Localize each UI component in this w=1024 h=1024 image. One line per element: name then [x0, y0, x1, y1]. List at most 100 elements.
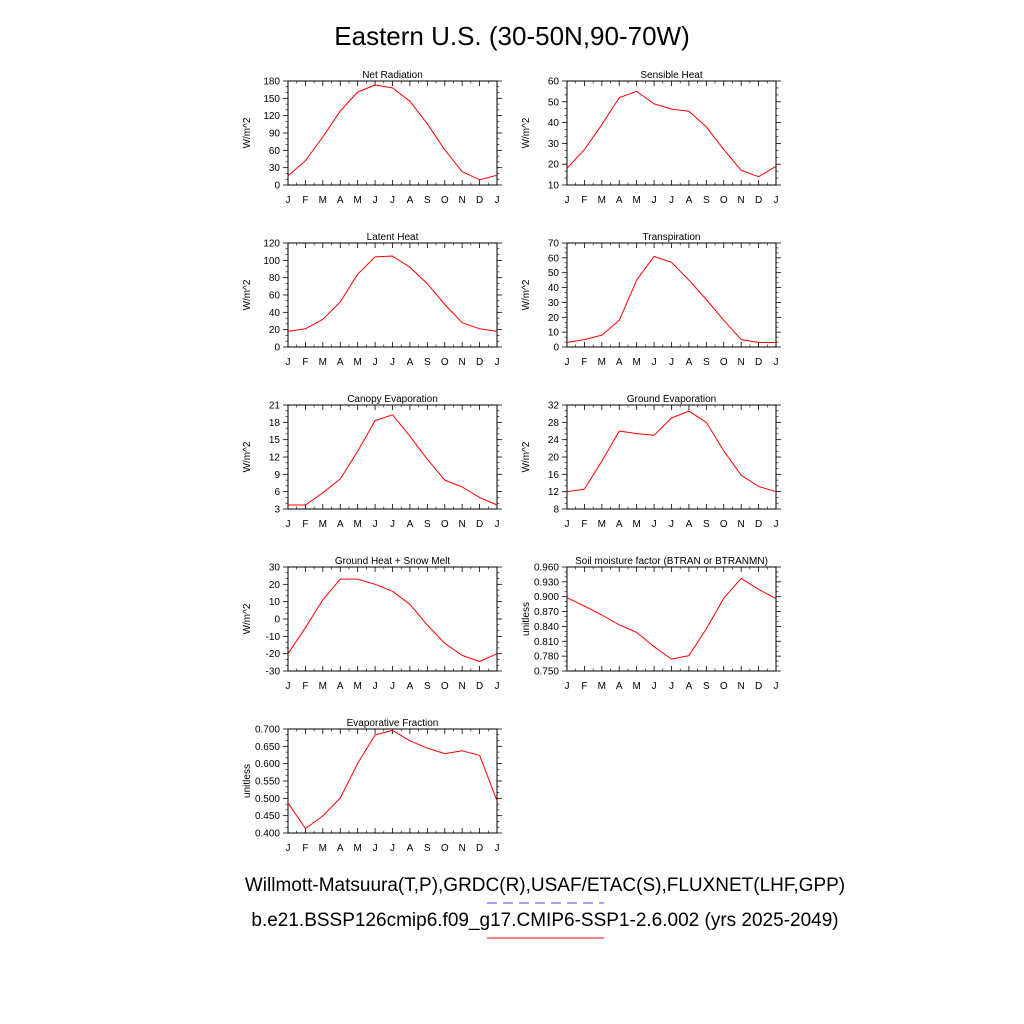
sensible-heat-xlabel-5: J [652, 195, 657, 206]
transpiration-xlabel-6: J [669, 357, 674, 368]
soil-moisture-factor-btran-or-btranmn-xlabel-4: M [632, 681, 640, 692]
transpiration-ylabel-4: 40 [548, 283, 560, 294]
canopy-evaporation-ylabel-3: 12 [269, 453, 281, 464]
canopy-evaporation-ylabel-1: 6 [274, 487, 280, 498]
ground-evaporation-ylabel-4: 24 [548, 435, 560, 446]
soil-moisture-factor-btran-or-btranmn-ylabel-1: 0.780 [534, 652, 559, 663]
latent-heat-xlabel-3: A [337, 357, 344, 368]
soil-moisture-factor-btran-or-btranmn-axis-ylabel: unitless [521, 602, 532, 636]
net-radiation-ylabel-6: 180 [263, 77, 280, 88]
ground-heat-snow-melt-ylabel-2: -10 [266, 632, 281, 643]
ground-evaporation-xlabel-3: A [616, 519, 623, 530]
evaporative-fraction-xlabel-5: J [373, 843, 378, 854]
latent-heat-ylabel-5: 100 [263, 256, 280, 267]
evaporative-fraction-ylabel-5: 0.650 [255, 742, 280, 753]
ground-heat-snow-melt-xlabel-3: A [337, 681, 344, 692]
footer-line-1: Willmott-Matsuura(T,P),GRDC(R),USAF/ETAC… [245, 875, 845, 896]
transpiration-xlabel-3: A [616, 357, 623, 368]
ground-evaporation-ylabel-0: 8 [553, 505, 559, 516]
soil-moisture-factor-btran-or-btranmn-xlabel-9: O [720, 681, 728, 692]
evaporative-fraction-series-line [287, 729, 498, 829]
canopy-evaporation-xlabel-8: S [424, 519, 431, 530]
canopy-evaporation-axis-ylabel: W/m^2 [242, 441, 253, 472]
latent-heat-xlabel-11: D [476, 357, 483, 368]
sensible-heat-xlabel-3: A [616, 195, 623, 206]
soil-moisture-factor-btran-or-btranmn-xlabel-3: A [616, 681, 623, 692]
canopy-evaporation-title: Canopy Evaporation [347, 394, 438, 405]
canopy-evaporation-xlabel-10: N [459, 519, 466, 530]
ground-heat-snow-melt-ylabel-4: 10 [269, 597, 281, 608]
sensible-heat-ylabel-2: 30 [548, 139, 560, 150]
ground-heat-snow-melt-xlabel-12: J [495, 681, 500, 692]
evaporative-fraction-ylabel-1: 0.450 [255, 811, 280, 822]
net-radiation-xlabel-6: J [390, 195, 395, 206]
evaporative-fraction-xlabel-11: D [476, 843, 483, 854]
transpiration-ylabel-2: 20 [548, 313, 560, 324]
soil-moisture-factor-btran-or-btranmn-ylabel-3: 0.840 [534, 622, 559, 633]
net-radiation-xlabel-5: J [373, 195, 378, 206]
canopy-evaporation-ylabel-4: 15 [269, 435, 281, 446]
ground-heat-snow-melt-xlabel-1: F [302, 681, 308, 692]
latent-heat-axis-ylabel: W/m^2 [242, 279, 253, 310]
ground-evaporation-series-line [566, 410, 777, 493]
latent-heat-ylabel-4: 80 [269, 273, 281, 284]
evaporative-fraction-ylabel-2: 0.500 [255, 794, 280, 805]
footer-line-2: b.e21.BSSP126cmip6.f09_g17.CMIP6-SSP1-2.… [251, 910, 838, 931]
ground-evaporation-xlabel-2: M [598, 519, 606, 530]
ground-heat-snow-melt-series-line [287, 578, 498, 662]
latent-heat-title: Latent Heat [367, 232, 419, 243]
net-radiation-series-line [287, 84, 498, 181]
latent-heat-ylabel-6: 120 [263, 239, 280, 250]
sensible-heat-ylabel-1: 20 [548, 160, 560, 171]
canopy-evaporation-xlabel-2: M [319, 519, 327, 530]
evaporative-fraction-ylabel-4: 0.600 [255, 759, 280, 770]
sensible-heat-xlabel-0: J [565, 195, 570, 206]
sensible-heat-xlabel-11: D [755, 195, 762, 206]
evaporative-fraction-title: Evaporative Fraction [347, 718, 439, 729]
evaporative-fraction-xlabel-0: J [286, 843, 291, 854]
ground-evaporation-axis-ylabel: W/m^2 [521, 441, 532, 472]
soil-moisture-factor-btran-or-btranmn-ylabel-2: 0.810 [534, 637, 559, 648]
transpiration-xlabel-1: F [581, 357, 587, 368]
soil-moisture-factor-btran-or-btranmn-xlabel-12: J [774, 681, 779, 692]
sensible-heat-xlabel-2: M [598, 195, 606, 206]
transpiration-xlabel-10: N [738, 357, 745, 368]
evaporative-fraction-xlabel-10: N [459, 843, 466, 854]
net-radiation-title: Net Radiation [362, 70, 423, 81]
latent-heat-xlabel-9: O [441, 357, 449, 368]
canopy-evaporation-ylabel-0: 3 [274, 505, 280, 516]
transpiration-axis-ylabel: W/m^2 [521, 279, 532, 310]
ground-heat-snow-melt-xlabel-0: J [286, 681, 291, 692]
transpiration-xlabel-8: S [703, 357, 710, 368]
latent-heat-xlabel-0: J [286, 357, 291, 368]
latent-heat-xlabel-4: M [353, 357, 361, 368]
transpiration-xlabel-0: J [565, 357, 570, 368]
canopy-evaporation-xlabel-5: J [373, 519, 378, 530]
soil-moisture-factor-btran-or-btranmn-xlabel-11: D [755, 681, 762, 692]
sensible-heat-xlabel-9: O [720, 195, 728, 206]
canopy-evaporation-xlabel-7: A [407, 519, 414, 530]
ground-heat-snow-melt-ylabel-1: -20 [266, 649, 281, 660]
soil-moisture-factor-btran-or-btranmn-xlabel-5: J [652, 681, 657, 692]
net-radiation-ylabel-1: 30 [269, 163, 281, 174]
ground-heat-snow-melt-xlabel-11: D [476, 681, 483, 692]
canopy-evaporation-xlabel-3: A [337, 519, 344, 530]
net-radiation-xlabel-10: N [459, 195, 466, 206]
net-radiation-xlabel-11: D [476, 195, 483, 206]
net-radiation-ylabel-2: 60 [269, 146, 281, 157]
soil-moisture-factor-btran-or-btranmn-ylabel-5: 0.900 [534, 592, 559, 603]
ground-evaporation-ylabel-2: 16 [548, 470, 560, 481]
latent-heat-ylabel-0: 0 [274, 343, 280, 354]
ground-evaporation-xlabel-6: J [669, 519, 674, 530]
canopy-evaporation-xlabel-0: J [286, 519, 291, 530]
sensible-heat-xlabel-1: F [581, 195, 587, 206]
evaporative-fraction-xlabel-4: M [353, 843, 361, 854]
evaporative-fraction-xlabel-12: J [495, 843, 500, 854]
